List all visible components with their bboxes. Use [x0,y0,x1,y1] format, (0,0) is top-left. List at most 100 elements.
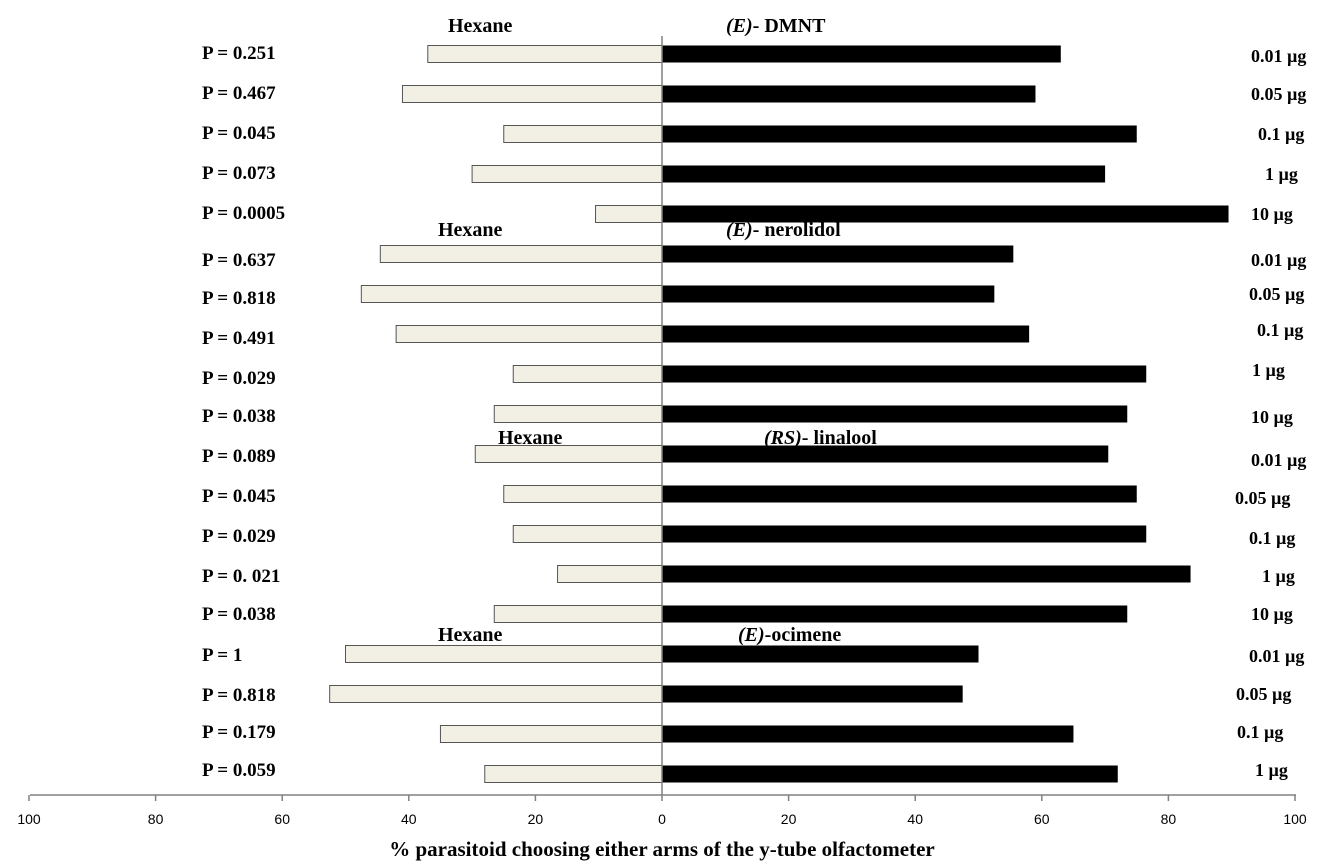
dose-label: 1 µg [1265,164,1298,184]
p-value-label: P = 0.073 [202,163,276,184]
compound-prefix: (E) [738,624,765,646]
compound-bar [662,45,1061,63]
hexane-bar [557,565,663,583]
compound-bar [662,605,1128,623]
group-compound-label: (E)-ocimene [738,624,841,646]
hexane-bar [379,245,663,263]
hexane-bar [401,85,663,103]
x-tick-label: 100 [1283,811,1307,827]
compound-bar [662,445,1109,463]
x-axis-ticks: 100 80 60 40 20 0 20 40 60 80 100 [17,795,1307,827]
compound-prefix: (E) [726,219,753,241]
p-value-label: P = 0.029 [202,526,276,547]
group-compound-label: (RS)- linalool [764,427,877,449]
group-control-label: Hexane [438,219,503,241]
hexane-bar [493,405,663,423]
dose-label: 10 µg [1251,407,1293,427]
dose-label: 0.01 µg [1251,46,1306,66]
hexane-bar [439,725,663,743]
dose-label: 0.05 µg [1251,84,1306,104]
x-tick-label: 80 [1161,811,1177,827]
compound-bar [662,365,1147,383]
compound-bar [662,125,1137,143]
dose-label: 0.01 µg [1251,450,1306,470]
compound-prefix: (E) [726,15,753,37]
compound-bar [662,405,1128,423]
compound-bar [662,85,1036,103]
p-value-label: P = 0.0005 [202,203,285,224]
hexane-bar [427,45,663,63]
dose-label: 0.1 µg [1257,320,1303,340]
compound-bar [662,245,1014,263]
dose-label: 10 µg [1251,204,1293,224]
dose-label: 0.1 µg [1258,124,1304,144]
p-value-label: P = 0.818 [202,288,276,309]
p-value-label: P = 0. 021 [202,566,280,587]
dose-label: 0.05 µg [1235,488,1290,508]
group-control-label: Hexane [438,624,503,646]
hexane-bar [395,325,663,343]
hexane-bar [471,165,663,183]
compound-suffix: - DMNT [753,15,826,37]
p-value-label: P = 0.467 [202,83,276,104]
p-value-label: P = 0.038 [202,604,276,625]
x-axis-label: % parasitoid choosing either arms of the… [389,837,935,861]
compound-bar [662,165,1106,183]
p-value-label: P = 0.637 [202,250,276,271]
x-tick-label: 80 [148,811,164,827]
dose-label: 1 µg [1252,360,1285,380]
compound-suffix: -ocimene [765,624,842,646]
p-value-label: P = 0.251 [202,43,276,64]
compound-bar [662,565,1191,583]
x-tick-label: 60 [274,811,290,827]
p-value-label: P = 0.045 [202,123,276,144]
hexane-bar [503,125,663,143]
compound-bar [662,285,995,303]
x-tick-label: 40 [907,811,923,827]
x-tick-label: 0 [658,811,666,827]
group-control-label: Hexane [498,427,563,449]
group-compound-label: (E)- DMNT [726,15,826,37]
hexane-bar [329,685,663,703]
dose-label: 0.05 µg [1236,684,1291,704]
p-value-label: P = 1 [202,645,242,666]
p-value-label: P = 0.491 [202,328,276,349]
dose-label: 0.05 µg [1249,284,1304,304]
group-compound-label: (E)- nerolidol [726,219,841,241]
x-tick-label: 100 [17,811,41,827]
p-value-label: P = 0.029 [202,368,276,389]
compound-bar [662,645,979,663]
hexane-bar [345,645,663,663]
p-value-label: P = 0.045 [202,486,276,507]
hexane-bar [360,285,663,303]
hexane-bar [512,365,663,383]
compound-bar [662,325,1030,343]
p-value-label: P = 0.059 [202,760,276,781]
dose-label: 0.01 µg [1249,646,1304,666]
dose-label: 0.1 µg [1249,528,1295,548]
dose-label: 10 µg [1251,604,1293,624]
x-tick-label: 20 [528,811,544,827]
hexane-bar [493,605,663,623]
compound-bar [662,685,963,703]
group-control-label: Hexane [448,15,513,37]
p-value-label: P = 0.179 [202,722,276,743]
compound-suffix: - linalool [802,427,877,449]
compound-bar [662,485,1137,503]
bars-layer [329,45,1229,783]
compound-bar [662,765,1118,783]
compound-bar [662,725,1074,743]
dose-label: 0.01 µg [1251,250,1306,270]
compound-bar [662,525,1147,543]
hexane-bar [512,525,663,543]
dose-label: 1 µg [1255,760,1288,780]
hexane-bar [595,205,663,223]
p-value-label: P = 0.818 [202,685,276,706]
p-value-label: P = 0.038 [202,406,276,427]
x-tick-label: 20 [781,811,797,827]
x-tick-label: 40 [401,811,417,827]
x-tick-label: 60 [1034,811,1050,827]
compound-bar [662,205,1229,223]
